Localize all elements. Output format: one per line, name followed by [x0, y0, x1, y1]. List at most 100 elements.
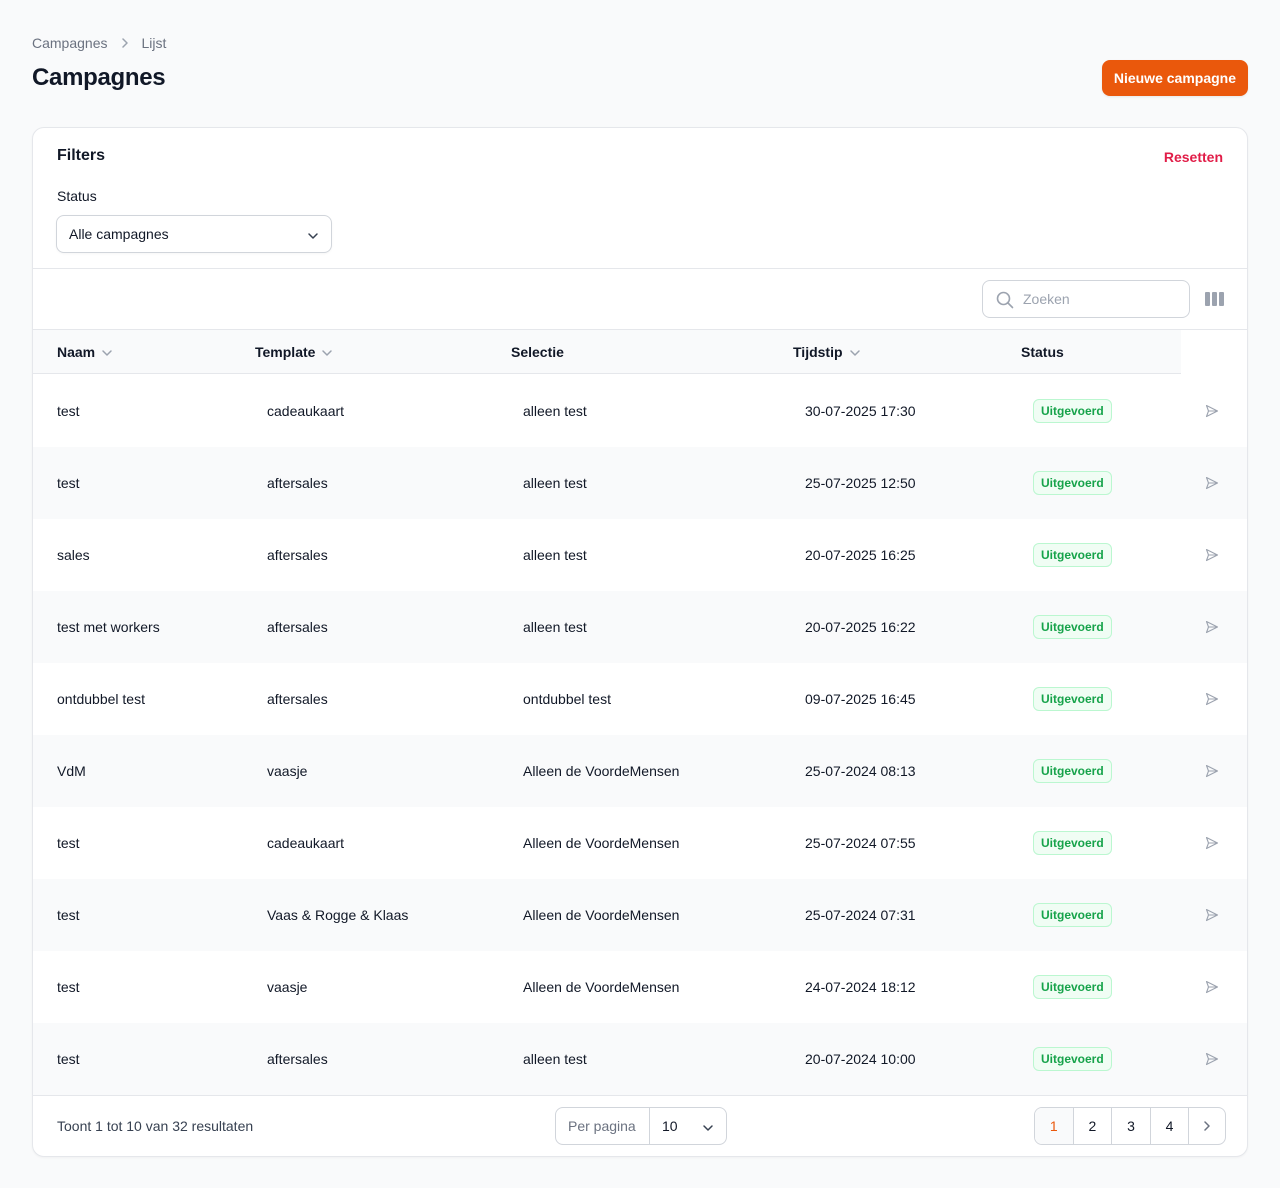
cell-selectie: alleen test	[523, 1051, 587, 1067]
cell-tijdstip: 20-07-2024 10:00	[805, 1051, 916, 1067]
table-body: test cadeaukaart alleen test 30-07-2025 …	[33, 375, 1247, 1095]
cell-selectie: alleen test	[523, 619, 587, 635]
sort-chevron-icon	[321, 346, 333, 358]
new-campaign-button[interactable]: Nieuwe campagne	[1101, 60, 1248, 96]
table-header: Naam Template Selectie Tijdstip Status	[33, 330, 1247, 375]
cell-naam: ontdubbel test	[57, 691, 145, 707]
cell-selectie: alleen test	[523, 403, 587, 419]
cell-naam: test	[57, 835, 80, 851]
status-filter-value: Alle campagnes	[69, 226, 169, 242]
chevron-right-icon	[1204, 1121, 1210, 1131]
search-input[interactable]	[1023, 291, 1173, 307]
cell-selectie: Alleen de VoordeMensen	[523, 979, 680, 995]
cell-naam: test	[57, 979, 80, 995]
send-icon[interactable]	[1205, 764, 1219, 778]
campaigns-card: Filters Resetten Status Alle campagnes	[32, 127, 1248, 1157]
filters-section: Filters Resetten Status Alle campagnes	[33, 128, 1247, 269]
send-icon[interactable]	[1205, 836, 1219, 850]
status-badge: Uitgevoerd	[1033, 687, 1112, 711]
page-button-2[interactable]: 2	[1074, 1108, 1113, 1144]
status-filter-label: Status	[57, 188, 97, 204]
table-row[interactable]: ontdubbel test aftersales ontdubbel test…	[33, 663, 1247, 735]
status-badge: Uitgevoerd	[1033, 903, 1112, 927]
send-icon[interactable]	[1205, 1052, 1219, 1066]
table-row[interactable]: test vaasje Alleen de VoordeMensen 24-07…	[33, 951, 1247, 1023]
pagination: 1 2 3 4	[1034, 1107, 1226, 1145]
cell-naam: test	[57, 907, 80, 923]
results-summary: Toont 1 tot 10 van 32 resultaten	[57, 1118, 254, 1134]
table-row[interactable]: test met workers aftersales alleen test …	[33, 591, 1247, 663]
column-label-template: Template	[255, 344, 316, 360]
per-page-select[interactable]: Per pagina 10	[555, 1107, 727, 1145]
breadcrumb-campagnes[interactable]: Campagnes	[32, 35, 108, 51]
send-icon[interactable]	[1205, 404, 1219, 418]
cell-template: vaasje	[267, 763, 308, 779]
cell-selectie: ontdubbel test	[523, 691, 611, 707]
table-row[interactable]: test aftersales alleen test 20-07-2024 1…	[33, 1023, 1247, 1095]
status-badge: Uitgevoerd	[1033, 543, 1112, 567]
table-row[interactable]: test aftersales alleen test 25-07-2025 1…	[33, 447, 1247, 519]
chevron-right-icon	[120, 38, 130, 48]
table-row[interactable]: test Vaas & Rogge & Klaas Alleen de Voor…	[33, 879, 1247, 951]
cell-naam: test	[57, 403, 80, 419]
cell-tijdstip: 25-07-2024 08:13	[805, 763, 916, 779]
sort-chevron-icon	[849, 346, 861, 358]
status-badge: Uitgevoerd	[1033, 831, 1112, 855]
column-header-selectie: Selectie	[511, 344, 564, 360]
search-box	[982, 280, 1190, 318]
cell-template: cadeaukaart	[267, 835, 345, 851]
breadcrumb-current: Lijst	[141, 35, 167, 51]
send-icon[interactable]	[1205, 692, 1219, 706]
cell-template: vaasje	[267, 979, 308, 995]
chevron-down-icon	[307, 229, 319, 241]
column-label-selectie: Selectie	[511, 344, 564, 360]
chevron-down-icon	[702, 1121, 714, 1133]
cell-template: aftersales	[267, 1051, 328, 1067]
page-button-4[interactable]: 4	[1151, 1108, 1190, 1144]
filters-title: Filters	[57, 147, 106, 164]
cell-template: aftersales	[267, 475, 328, 491]
table-row[interactable]: sales aftersales alleen test 20-07-2025 …	[33, 519, 1247, 591]
page-button-3[interactable]: 3	[1112, 1108, 1151, 1144]
page-title: Campagnes	[32, 64, 166, 91]
send-icon[interactable]	[1205, 548, 1219, 562]
page-button-1[interactable]: 1	[1035, 1108, 1074, 1144]
per-page-value: 10	[662, 1118, 678, 1134]
table-row[interactable]: test cadeaukaart Alleen de VoordeMensen …	[33, 807, 1247, 879]
table-row[interactable]: VdM vaasje Alleen de VoordeMensen 25-07-…	[33, 735, 1247, 807]
next-page-button[interactable]	[1189, 1108, 1225, 1144]
send-icon[interactable]	[1205, 980, 1219, 994]
reset-filters-link[interactable]: Resetten	[1163, 149, 1223, 165]
cell-naam: test	[57, 475, 80, 491]
table-footer: Toont 1 tot 10 van 32 resultaten Per pag…	[33, 1095, 1247, 1156]
status-filter-select[interactable]: Alle campagnes	[56, 215, 332, 253]
cell-template: aftersales	[267, 691, 328, 707]
column-label-naam: Naam	[57, 344, 96, 360]
column-header-tijdstip[interactable]: Tijdstip	[793, 344, 861, 360]
cell-selectie: Alleen de VoordeMensen	[523, 907, 680, 923]
send-icon[interactable]	[1205, 476, 1219, 490]
send-icon[interactable]	[1205, 908, 1219, 922]
cell-tijdstip: 20-07-2025 16:25	[805, 547, 916, 563]
column-header-status: Status	[1021, 344, 1064, 360]
cell-tijdstip: 30-07-2025 17:30	[805, 403, 916, 419]
cell-selectie: Alleen de VoordeMensen	[523, 763, 680, 779]
column-label-status: Status	[1021, 344, 1064, 360]
cell-naam: sales	[57, 547, 90, 563]
cell-tijdstip: 25-07-2025 12:50	[805, 475, 916, 491]
cell-tijdstip: 09-07-2025 16:45	[805, 691, 916, 707]
cell-selectie: Alleen de VoordeMensen	[523, 835, 680, 851]
status-badge: Uitgevoerd	[1033, 399, 1112, 423]
status-badge: Uitgevoerd	[1033, 615, 1112, 639]
send-icon[interactable]	[1205, 620, 1219, 634]
breadcrumb: Campagnes Lijst	[32, 35, 166, 51]
cell-tijdstip: 20-07-2025 16:22	[805, 619, 916, 635]
column-header-template[interactable]: Template	[255, 344, 333, 360]
column-header-naam[interactable]: Naam	[57, 344, 113, 360]
columns-toggle-icon[interactable]	[1205, 291, 1224, 307]
status-badge: Uitgevoerd	[1033, 471, 1112, 495]
table-row[interactable]: test cadeaukaart alleen test 30-07-2025 …	[33, 375, 1247, 447]
search-icon	[996, 291, 1014, 309]
cell-selectie: alleen test	[523, 475, 587, 491]
cell-selectie: alleen test	[523, 547, 587, 563]
